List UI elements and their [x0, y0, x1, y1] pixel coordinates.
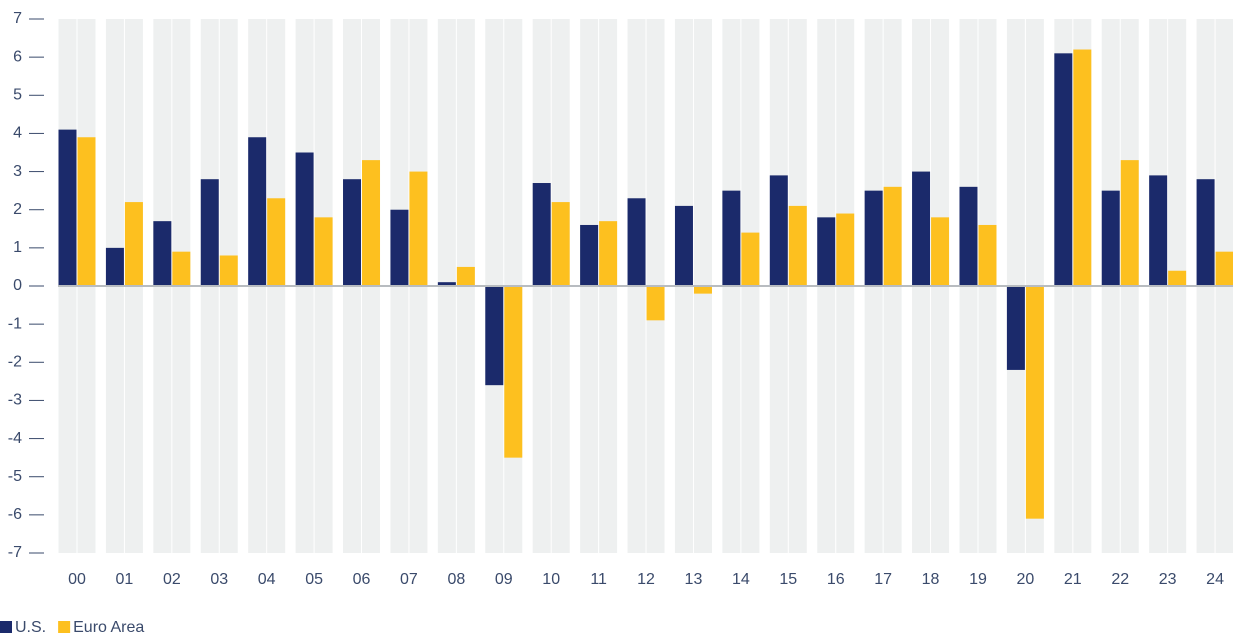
- legend-label: Euro Area: [73, 619, 144, 636]
- bar: [769, 175, 788, 286]
- bar: [551, 202, 570, 286]
- bar: [200, 179, 219, 286]
- bar: [1196, 179, 1215, 286]
- x-tick-label: 14: [732, 571, 750, 588]
- bar: [124, 202, 143, 286]
- bar: [153, 221, 172, 286]
- bar: [267, 198, 286, 286]
- x-tick-label: 04: [258, 571, 276, 588]
- y-tick-label: -3: [8, 392, 22, 409]
- bar: [1215, 251, 1233, 286]
- bar: [580, 224, 599, 286]
- bar: [646, 286, 665, 321]
- legend-swatch: [58, 621, 71, 633]
- bar: [864, 190, 883, 286]
- x-tick-label: 07: [400, 571, 418, 588]
- bar: [504, 286, 523, 458]
- y-tick-label: -2: [8, 354, 22, 371]
- bar: [362, 160, 381, 286]
- x-tick-label: 03: [210, 571, 228, 588]
- bar: [931, 217, 950, 286]
- bar: [1054, 53, 1073, 287]
- bar: [456, 266, 475, 286]
- x-tick-label: 15: [779, 571, 797, 588]
- bar: [693, 286, 712, 294]
- x-tick-label: 10: [542, 571, 560, 588]
- x-tick-label: 18: [922, 571, 940, 588]
- bar: [1101, 190, 1120, 286]
- bar: [1120, 160, 1139, 286]
- x-tick-label: 17: [874, 571, 892, 588]
- bar: [437, 282, 456, 286]
- x-tick-label: 24: [1206, 571, 1224, 588]
- x-tick-label: 01: [116, 571, 134, 588]
- y-tick-label: 1: [13, 239, 22, 256]
- x-tick-label: 08: [447, 571, 465, 588]
- bar: [532, 183, 551, 286]
- bar: [314, 217, 333, 286]
- bar: [1025, 286, 1044, 519]
- bar: [1168, 270, 1187, 286]
- y-tick-label: 3: [13, 163, 22, 180]
- y-tick-label: 0: [13, 277, 22, 294]
- x-tick-label: 22: [1111, 571, 1129, 588]
- x-tick-label: 13: [685, 571, 703, 588]
- y-tick-label: -7: [8, 544, 22, 561]
- bar: [883, 186, 902, 286]
- y-tick-label: 2: [13, 201, 22, 218]
- bar: [219, 255, 238, 286]
- bar: [1149, 175, 1168, 286]
- bar: [390, 209, 409, 286]
- bar: [836, 213, 855, 286]
- bar: [912, 171, 931, 286]
- bar: [105, 247, 124, 286]
- bar: [978, 224, 997, 286]
- x-tick-label: 06: [353, 571, 371, 588]
- x-tick-label: 23: [1159, 571, 1177, 588]
- y-tick-label: 6: [13, 48, 22, 65]
- y-tick-label: 5: [13, 87, 22, 104]
- bar: [1006, 286, 1025, 370]
- bar: [58, 129, 77, 286]
- x-tick-label: 20: [1017, 571, 1035, 588]
- bar: [343, 179, 362, 286]
- legend-label: U.S.: [15, 619, 46, 636]
- y-tick-label: -5: [8, 468, 22, 485]
- bar: [172, 251, 191, 286]
- bar: [741, 232, 760, 286]
- x-tick-label: 00: [68, 571, 86, 588]
- y-tick-label: 4: [13, 125, 22, 142]
- legend-swatch: [0, 621, 12, 633]
- x-tick-label: 05: [305, 571, 323, 588]
- x-tick-label: 12: [637, 571, 655, 588]
- bar: [1073, 49, 1092, 287]
- bar: [599, 221, 618, 286]
- x-tick-label: 16: [827, 571, 845, 588]
- bar: [627, 198, 646, 286]
- x-tick-label: 09: [495, 571, 513, 588]
- x-tick-label: 02: [163, 571, 181, 588]
- bar: [788, 205, 807, 286]
- y-tick-label: -1: [8, 315, 22, 332]
- x-tick-label: 19: [969, 571, 987, 588]
- y-tick-label: -6: [8, 506, 22, 523]
- bar: [485, 286, 504, 386]
- x-tick-label: 21: [1064, 571, 1082, 588]
- bar: [674, 205, 693, 286]
- bar: [77, 137, 96, 286]
- bar: [409, 171, 428, 286]
- bar: [722, 190, 741, 286]
- bar: [959, 186, 978, 286]
- bar: [248, 137, 267, 286]
- y-tick-label: 7: [13, 10, 22, 27]
- bar: [817, 217, 836, 286]
- bar: [295, 152, 314, 286]
- x-tick-label: 11: [590, 571, 607, 588]
- y-tick-label: -4: [8, 430, 22, 447]
